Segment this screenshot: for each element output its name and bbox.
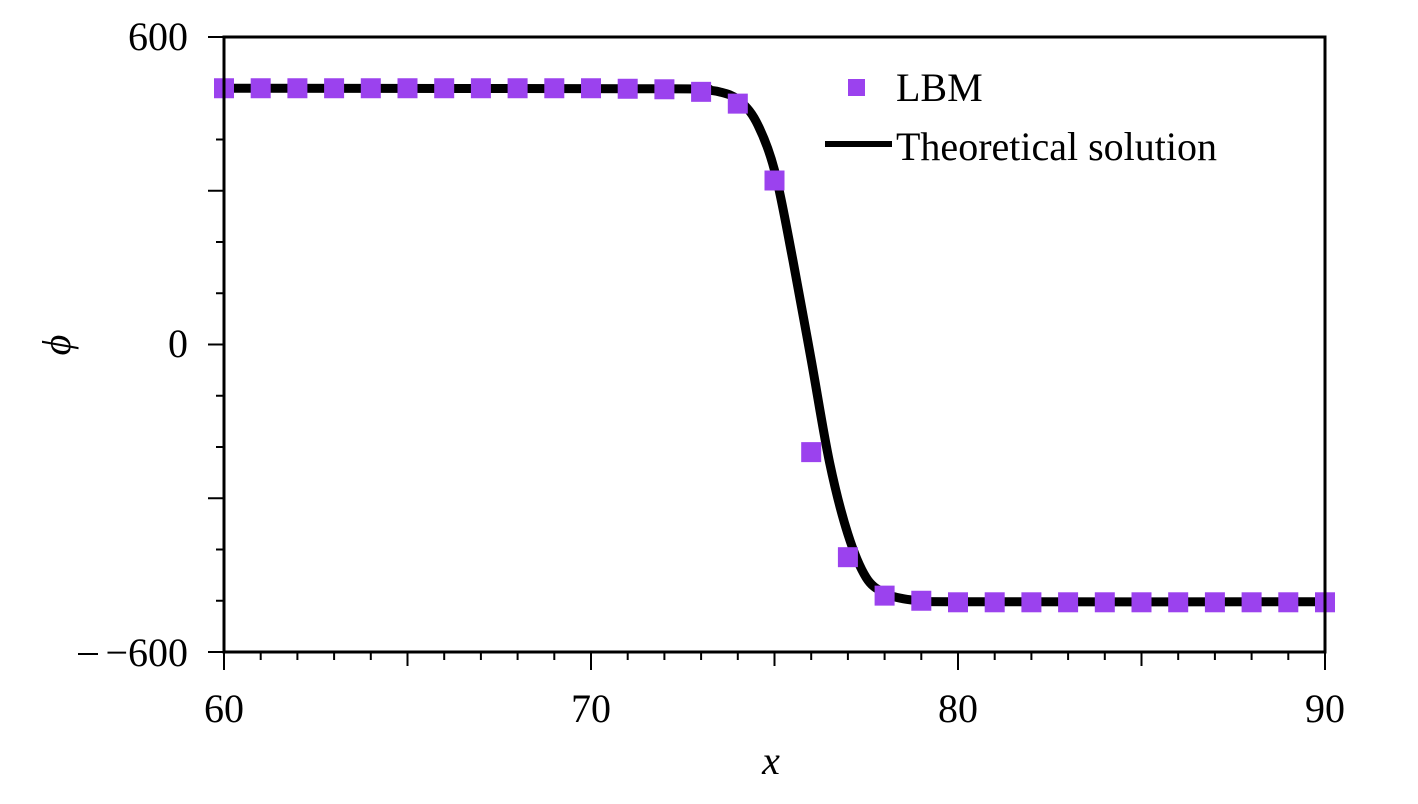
- legend-marker-lbm: [848, 79, 865, 96]
- lbm-point: [1204, 592, 1225, 613]
- lbm-point: [1021, 592, 1042, 613]
- lbm-point: [360, 78, 381, 99]
- x-tick-label-70: 70: [571, 686, 611, 731]
- lbm-point: [1094, 592, 1115, 613]
- lbm-point: [911, 590, 932, 611]
- y-tick-label-top: 600: [128, 14, 188, 59]
- lbm-point: [470, 78, 491, 99]
- lbm-point: [1278, 592, 1299, 613]
- x-axis-title: x: [761, 738, 780, 783]
- lbm-point: [1131, 592, 1152, 613]
- lbm-point: [801, 442, 822, 463]
- lbm-point: [287, 78, 308, 99]
- lbm-point: [434, 78, 455, 99]
- lbm-point: [691, 81, 712, 102]
- x-tick-label-90: 90: [1305, 686, 1345, 731]
- lbm-point: [727, 93, 748, 114]
- lbm-point: [397, 78, 418, 99]
- x-axis-ticks: [223, 652, 1326, 670]
- x-tick-label-60: 60: [204, 686, 244, 731]
- lbm-point: [544, 78, 565, 99]
- lbm-point: [1168, 592, 1189, 613]
- lbm-point: [764, 170, 785, 191]
- lbm-point: [874, 585, 895, 606]
- y-axis-ticks: [78, 36, 224, 655]
- lbm-marker-layer: [214, 78, 1335, 613]
- lbm-point: [837, 547, 858, 568]
- legend-label-lbm: LBM: [896, 65, 983, 110]
- y-axis-title: ϕ: [34, 335, 79, 356]
- x-tick-label-80: 80: [938, 686, 978, 731]
- plot-frame: [222, 35, 1327, 654]
- lbm-point: [581, 78, 601, 99]
- lbm-point: [1058, 592, 1079, 613]
- lbm-point: [250, 78, 271, 99]
- y-tick-label-bottom: −600: [105, 630, 188, 675]
- legend: LBM Theoretical solution: [825, 65, 1217, 169]
- lbm-point: [324, 78, 345, 99]
- lbm-point: [948, 592, 968, 613]
- lbm-point: [1241, 592, 1262, 613]
- legend-label-theoretical: Theoretical solution: [896, 124, 1217, 169]
- lbm-point: [617, 78, 638, 99]
- lbm-point: [984, 592, 1005, 613]
- lbm-point: [507, 78, 528, 99]
- y-tick-label-middle: 0: [168, 321, 188, 366]
- lbm-point: [654, 79, 675, 100]
